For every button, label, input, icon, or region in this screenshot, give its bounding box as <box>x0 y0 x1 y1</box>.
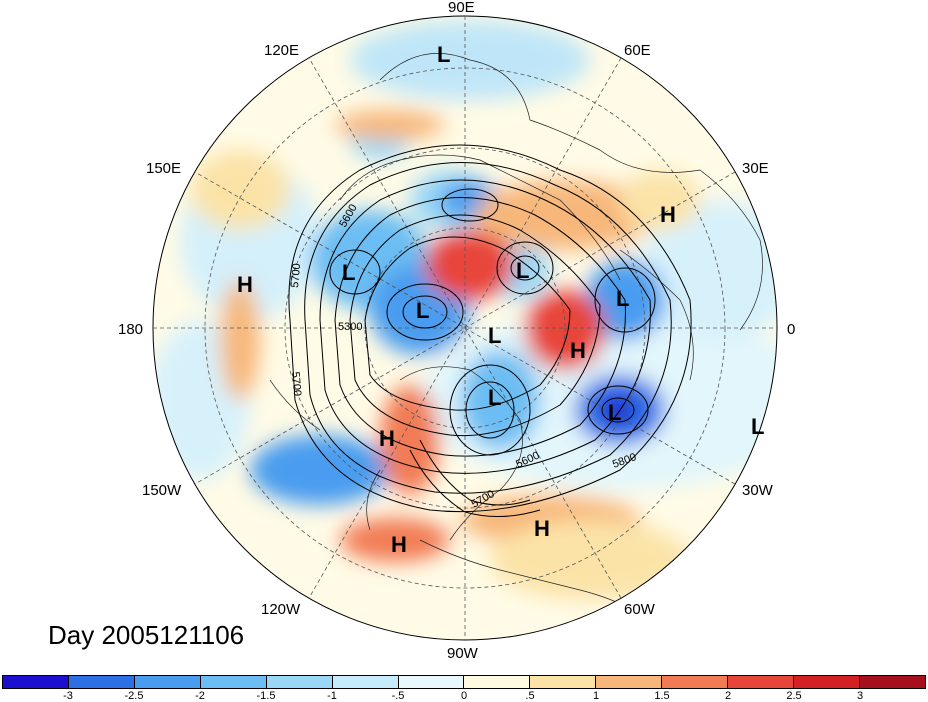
contour-label: 5300 <box>338 321 362 333</box>
colorbar-swatch <box>68 676 135 688</box>
pressure-center-label-edge: L <box>751 414 764 439</box>
colorbar-swatch <box>859 676 925 688</box>
longitude-label: 150W <box>142 482 182 499</box>
colorbar-tick-label: -.5 <box>391 690 405 702</box>
pressure-center-label: H <box>379 426 395 451</box>
longitude-label: 30W <box>742 482 774 499</box>
colorbar-swatch <box>464 676 531 688</box>
pressure-center-label: H <box>237 272 253 297</box>
longitude-label: 150E <box>146 160 181 177</box>
colorbar-labels: -3 -2.5 -2 -1.5 -1 -.5 0 .5 1 1.5 2 2.5 3 <box>0 690 928 702</box>
pressure-center-label: L <box>616 286 629 311</box>
colorbar-tick-label: -1 <box>327 690 337 702</box>
colorbar-swatch <box>662 676 729 688</box>
colorbar <box>2 675 926 689</box>
colorbar-tick-label: 1.5 <box>654 690 670 702</box>
longitude-label: 90E <box>448 0 475 16</box>
colorbar-swatch <box>596 676 663 688</box>
longitude-label: 60E <box>624 42 651 59</box>
pressure-center-label: H <box>570 338 586 363</box>
height-contours <box>288 144 692 518</box>
longitude-label: 180 <box>118 321 143 338</box>
pressure-center-group: L H L L L L H L L H L H H H <box>237 42 676 557</box>
longitude-label: 90W <box>447 645 479 662</box>
colorbar-swatch <box>728 676 795 688</box>
colorbar-swatch <box>530 676 597 688</box>
map-title: Day 2005121106 <box>48 620 245 650</box>
pressure-center-label: L <box>437 42 450 67</box>
longitude-label-group: 90E 60E 30E 0 30W 60W 90W 120W 150W 180 … <box>118 0 795 662</box>
pressure-center-label: L <box>342 260 355 285</box>
longitude-label: 120E <box>264 42 299 59</box>
colorbar-swatch <box>332 676 399 688</box>
pressure-center-label: L <box>516 258 529 283</box>
colorbar-tick-label: 0 <box>460 690 468 702</box>
pressure-center-label: L <box>416 298 429 323</box>
pressure-center-label: H <box>660 202 676 227</box>
longitude-label: 30E <box>742 160 769 177</box>
colorbar-swatch <box>200 676 267 688</box>
pressure-center-label: H <box>391 532 407 557</box>
longitude-label: 60W <box>624 601 656 618</box>
colorbar-tick-label: -2.5 <box>124 690 144 702</box>
colorbar-tick-label: 2.5 <box>786 690 802 702</box>
colorbar-tick-label: .5 <box>525 690 535 702</box>
longitude-label: 0 <box>787 321 795 338</box>
colorbar-tick-label: 2 <box>724 690 732 702</box>
contour-label: 5700 <box>289 263 303 288</box>
pressure-center-label: H <box>534 516 550 541</box>
colorbar-swatch <box>398 676 465 688</box>
pressure-center-label: L <box>488 385 501 410</box>
colorbar-tick-label: -2 <box>195 690 205 702</box>
graticule <box>153 16 777 640</box>
colorbar-tick-label: -1.5 <box>256 690 276 702</box>
colorbar-swatch <box>794 676 860 688</box>
contour-label: 5700 <box>289 371 303 396</box>
pressure-center-label: L <box>488 323 501 348</box>
colorbar-tick-label: 3 <box>856 690 864 702</box>
pressure-center-label: L <box>608 400 621 425</box>
colorbar-swatch <box>266 676 333 688</box>
colorbar-tick-label: 1 <box>592 690 600 702</box>
longitude-label: 120W <box>261 601 301 618</box>
colorbar-swatch <box>3 676 69 688</box>
coastlines <box>269 53 763 621</box>
colorbar-tick-label: -3 <box>63 690 73 702</box>
colorbar-swatch <box>134 676 201 688</box>
